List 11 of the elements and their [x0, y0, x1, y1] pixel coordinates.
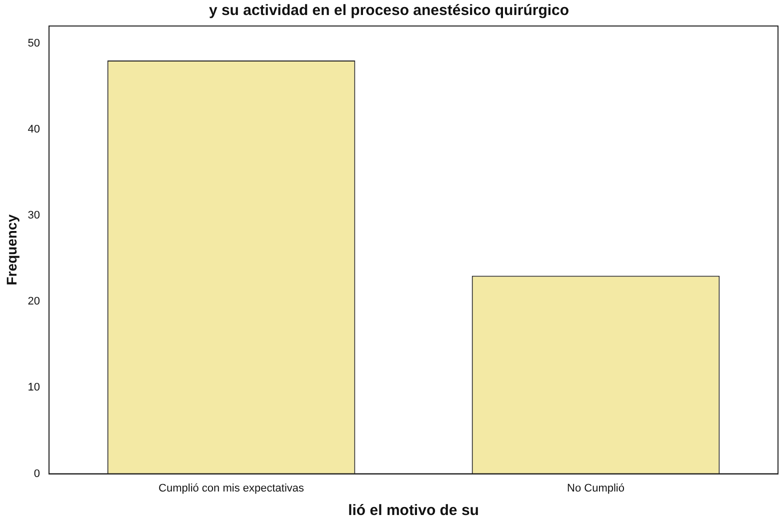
x-axis-title: lió el motivo de su [348, 502, 479, 520]
x-tick-label: Cumplió con mis expectativas [158, 482, 305, 494]
y-tick-label: 10 [28, 382, 40, 394]
y-axis-title: Frequency [3, 214, 20, 286]
y-tick-label: 30 [28, 209, 40, 222]
x-tick-label: No Cumplió [567, 482, 624, 494]
y-tick-label: 20 [28, 296, 40, 308]
chart-title: y su actividad en el proceso anestésico quirúrgico [208, 2, 570, 20]
y-tick-label: 50 [28, 37, 40, 50]
y-tick-label: 40 [28, 123, 40, 136]
y-tick-label: 0 [34, 468, 40, 480]
